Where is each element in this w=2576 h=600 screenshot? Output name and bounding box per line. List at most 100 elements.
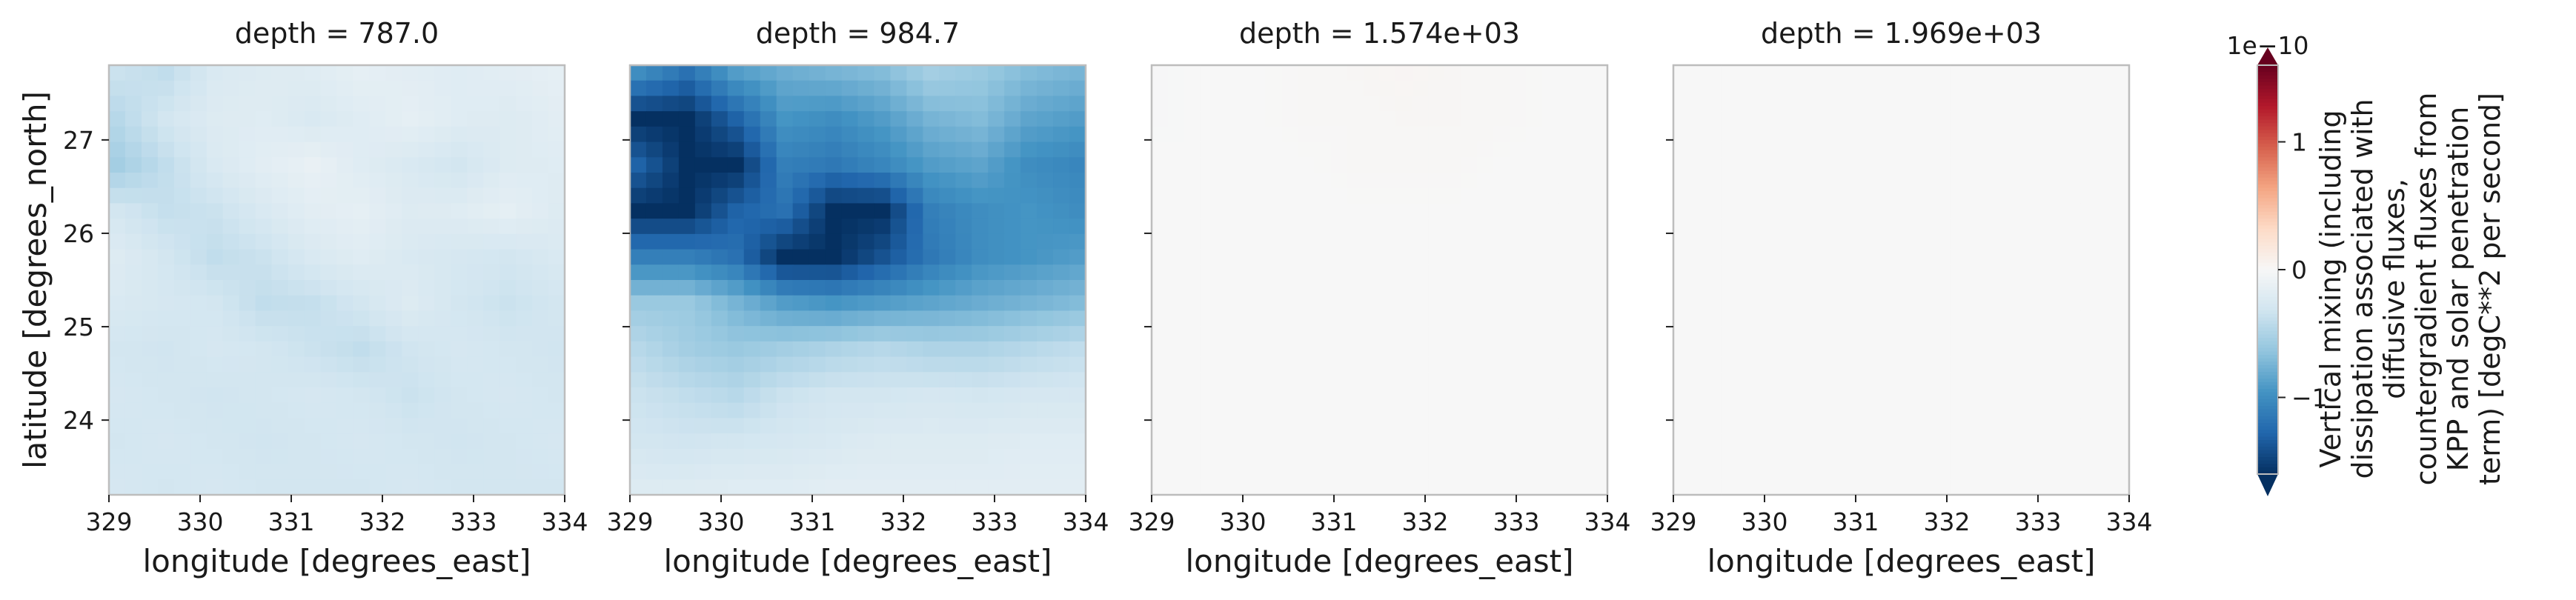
heatmap-cell	[173, 111, 191, 127]
heatmap-cell	[2015, 96, 2033, 112]
heatmap-cell	[1982, 173, 2000, 189]
heatmap-cell	[923, 418, 940, 434]
heatmap-cell	[630, 249, 647, 266]
heatmap-cell	[1249, 173, 1267, 189]
heatmap-cell	[906, 433, 924, 450]
heatmap-cell	[402, 65, 419, 81]
heatmap-cell	[955, 464, 973, 481]
heatmap-cell	[1819, 80, 1837, 97]
heatmap-cell	[1265, 280, 1283, 296]
heatmap-cell	[385, 341, 403, 358]
heatmap-cell	[1314, 326, 1332, 342]
heatmap-cell	[1037, 80, 1054, 97]
colorbar-segment	[2257, 99, 2278, 104]
heatmap-cell	[857, 203, 875, 219]
heatmap-cell	[760, 187, 777, 204]
heatmap-cell	[516, 341, 533, 358]
heatmap-cell	[1510, 96, 1527, 112]
heatmap-cell	[1754, 173, 1772, 189]
heatmap-cell	[2097, 341, 2114, 358]
heatmap-cell	[467, 264, 484, 281]
heatmap-cell	[1901, 418, 1919, 434]
heatmap-cell	[1298, 387, 1315, 404]
heatmap-cell	[1705, 464, 1723, 481]
heatmap-cell	[743, 249, 761, 266]
heatmap-cell	[727, 356, 745, 373]
heatmap-cell	[1281, 219, 1299, 235]
heatmap-cell	[1689, 433, 1707, 450]
heatmap-cell	[1542, 65, 1559, 81]
heatmap-cell	[939, 111, 957, 127]
heatmap-cell	[1510, 356, 1527, 373]
colorbar-segment	[2257, 310, 2278, 315]
heatmap-cell	[1493, 96, 1511, 112]
heatmap-cell	[1868, 341, 1886, 358]
heatmap-cell	[2048, 65, 2065, 81]
heatmap-cell	[222, 203, 240, 219]
colorbar-segment	[2257, 283, 2278, 287]
heatmap-cell	[630, 310, 647, 327]
heatmap-cell	[483, 464, 500, 481]
heatmap-cell	[1966, 341, 1984, 358]
heatmap-cell	[1901, 233, 1919, 250]
heatmap-cell	[1167, 96, 1185, 112]
heatmap-cell	[890, 326, 908, 342]
heatmap-cell	[1526, 157, 1543, 173]
heatmap-cell	[1868, 65, 1886, 81]
heatmap-cell	[141, 387, 159, 404]
heatmap-cell	[1852, 326, 1870, 342]
heatmap-cell	[988, 418, 1005, 434]
heatmap-cell	[1069, 402, 1086, 419]
heatmap-cell	[972, 233, 989, 250]
heatmap-cell	[955, 326, 973, 342]
heatmap-cell	[2048, 356, 2065, 373]
heatmap-cell	[1673, 111, 1690, 127]
heatmap-cell	[1542, 157, 1559, 173]
colorbar-segment	[2257, 358, 2278, 362]
heatmap-cell	[1836, 310, 1853, 327]
heatmap-cell	[792, 80, 810, 97]
heatmap-cell	[1069, 341, 1086, 358]
heatmap-cell	[1216, 341, 1234, 358]
heatmap-cell	[1347, 418, 1364, 434]
heatmap-cell	[1200, 372, 1218, 388]
heatmap-cell	[402, 295, 419, 312]
heatmap-cell	[1950, 233, 1968, 250]
heatmap-cell	[874, 310, 892, 327]
heatmap-cell	[678, 341, 696, 358]
heatmap-cell	[2113, 295, 2130, 312]
heatmap-cell	[109, 310, 126, 327]
heatmap-cell	[467, 65, 484, 81]
heatmap-cell	[190, 80, 208, 97]
heatmap-cell	[1152, 341, 1169, 358]
heatmap-cell	[874, 402, 892, 419]
heatmap-cell	[1053, 126, 1070, 143]
heatmap-cell	[988, 310, 1005, 327]
colorbar-segment	[2257, 106, 2278, 110]
heatmap-cell	[1298, 418, 1315, 434]
heatmap-cell	[385, 326, 403, 342]
heatmap-cell	[1982, 187, 2000, 204]
heatmap-cell	[1885, 295, 1902, 312]
heatmap-cell	[1575, 295, 1592, 312]
heatmap-cell	[353, 356, 371, 373]
colorbar-segment	[2257, 65, 2278, 70]
heatmap-cell	[711, 341, 728, 358]
heatmap-cell	[988, 219, 1005, 235]
heatmap-cell	[939, 65, 957, 81]
heatmap-cell	[1803, 141, 1821, 159]
heatmap-cell	[1069, 126, 1086, 143]
heatmap-cell	[694, 280, 712, 296]
heatmap-cell	[1558, 264, 1576, 281]
heatmap-cell	[1966, 418, 1984, 434]
colorbar-segment	[2257, 242, 2278, 247]
heatmap-cell	[874, 264, 892, 281]
heatmap-cell	[1069, 310, 1086, 327]
heatmap-cell	[141, 464, 159, 481]
heatmap-cell	[645, 219, 663, 235]
heatmap-cell	[1754, 96, 1772, 112]
heatmap-cell	[1347, 249, 1364, 266]
heatmap-cell	[1069, 65, 1086, 81]
heatmap-cell	[1281, 310, 1299, 327]
heatmap-cell	[743, 479, 761, 496]
